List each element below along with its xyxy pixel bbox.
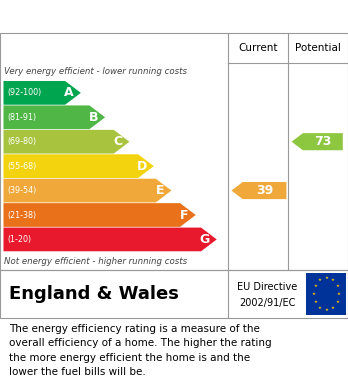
- Text: ★: ★: [318, 306, 322, 310]
- Text: ★: ★: [313, 284, 317, 288]
- Text: ★: ★: [337, 292, 341, 296]
- Text: ★: ★: [324, 276, 328, 280]
- Text: G: G: [200, 233, 210, 246]
- Polygon shape: [3, 203, 196, 227]
- Text: ★: ★: [313, 300, 317, 304]
- Text: Potential: Potential: [295, 43, 341, 53]
- Text: ★: ★: [324, 308, 328, 312]
- Text: Energy Efficiency Rating: Energy Efficiency Rating: [9, 9, 230, 24]
- Text: F: F: [180, 208, 188, 222]
- Text: (1-20): (1-20): [8, 235, 32, 244]
- Text: (69-80): (69-80): [8, 137, 37, 146]
- Polygon shape: [292, 133, 343, 150]
- Text: ★: ★: [335, 284, 339, 288]
- Text: E: E: [156, 184, 164, 197]
- Text: (92-100): (92-100): [8, 88, 42, 97]
- Polygon shape: [3, 179, 172, 203]
- Text: England & Wales: England & Wales: [9, 285, 179, 303]
- Text: 39: 39: [256, 184, 273, 197]
- Text: ★: ★: [335, 300, 339, 304]
- Text: B: B: [89, 111, 98, 124]
- Text: EU Directive: EU Directive: [237, 282, 297, 292]
- Polygon shape: [3, 228, 217, 251]
- Text: ★: ★: [311, 292, 315, 296]
- Text: Very energy efficient - lower running costs: Very energy efficient - lower running co…: [4, 68, 187, 77]
- Text: (39-54): (39-54): [8, 186, 37, 195]
- Text: Current: Current: [238, 43, 278, 53]
- Text: A: A: [64, 86, 74, 99]
- Text: Not energy efficient - higher running costs: Not energy efficient - higher running co…: [4, 256, 187, 265]
- Polygon shape: [3, 154, 154, 178]
- Polygon shape: [3, 106, 105, 129]
- Polygon shape: [3, 130, 129, 154]
- Text: (81-91): (81-91): [8, 113, 37, 122]
- Text: 73: 73: [314, 135, 332, 148]
- Text: (55-68): (55-68): [8, 161, 37, 170]
- Polygon shape: [231, 182, 286, 199]
- Text: C: C: [113, 135, 122, 148]
- Text: The energy efficiency rating is a measure of the
overall efficiency of a home. T: The energy efficiency rating is a measur…: [9, 324, 271, 377]
- Text: ★: ★: [331, 306, 334, 310]
- Text: ★: ★: [331, 278, 334, 282]
- Text: ★: ★: [318, 278, 322, 282]
- Polygon shape: [3, 81, 81, 105]
- Text: D: D: [137, 160, 147, 173]
- Text: (21-38): (21-38): [8, 210, 37, 219]
- Text: 2002/91/EC: 2002/91/EC: [239, 298, 295, 308]
- Bar: [306, 273, 346, 315]
